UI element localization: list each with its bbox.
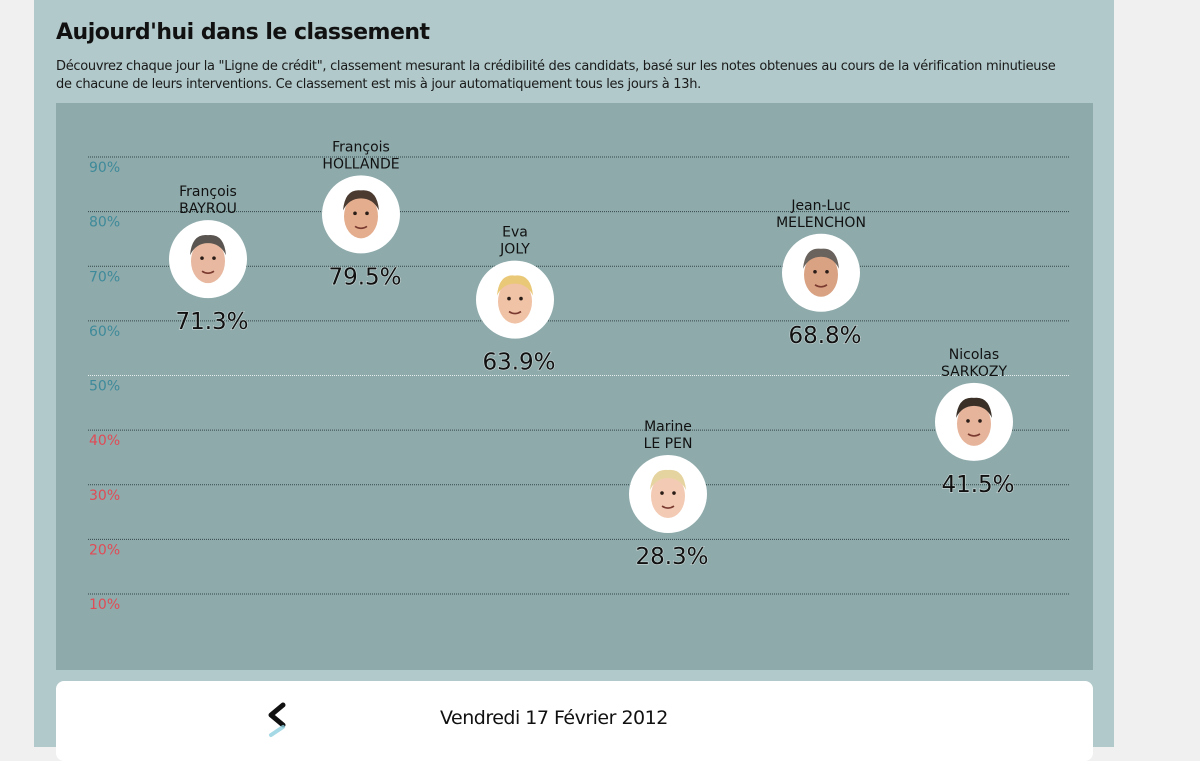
chart-canvas: 90%80%70%60%50%40%30%20%10%FrançoisBAYRO…	[88, 139, 1070, 613]
candidate-portrait-icon	[650, 469, 686, 519]
y-tick-label: 80%	[89, 215, 120, 231]
candidate-value-label: 63.9%	[482, 350, 555, 376]
y-tick-label: 60%	[89, 324, 120, 340]
candidate-first-name: François	[179, 184, 237, 200]
candidate-portrait-icon	[190, 234, 226, 284]
intro-text: Découvrez chaque jour la "Ligne de crédi…	[56, 59, 1056, 92]
y-tick-label: 40%	[89, 433, 120, 449]
candidate-value-label: 28.3%	[635, 544, 708, 570]
candidate-portrait-icon	[803, 248, 839, 297]
candidate-first-name: François	[332, 139, 390, 155]
current-date: Vendredi 17 Février 2012	[440, 707, 668, 729]
y-tick-label: 90%	[89, 160, 120, 176]
candidate-portrait-icon	[497, 275, 533, 324]
candidate-last-name: SARKOZY	[941, 364, 1007, 380]
candidate-last-name: HOLLANDE	[322, 156, 399, 172]
candidate-value-label: 79.5%	[328, 264, 401, 290]
candidate-last-name: JOLY	[499, 242, 530, 258]
candidate-portrait-icon	[343, 190, 379, 239]
date-navigation: Vendredi 17 Février 2012	[56, 681, 1093, 761]
y-tick-label: 30%	[89, 488, 120, 504]
candidate-value-label: 71.3%	[175, 309, 248, 335]
candidate-first-name: Eva	[502, 225, 528, 241]
y-tick-label: 70%	[89, 269, 120, 285]
page-title: Aujourd'hui dans le classement	[56, 20, 430, 45]
candidate-last-name: MELENCHON	[776, 215, 866, 231]
candidate-last-name: LE PEN	[644, 436, 693, 452]
candidate-first-name: Nicolas	[949, 347, 999, 363]
candidate-value-label: 68.8%	[788, 323, 861, 349]
y-tick-label: 10%	[89, 597, 120, 613]
candidate-value-label: 41.5%	[941, 472, 1014, 498]
credibility-chart: 90% 80% 70% 60% 50% 40% 30% 20% 10% François BAYRO…	[56, 103, 1093, 670]
y-tick-label: 50%	[89, 379, 120, 395]
chevron-left-icon[interactable]	[263, 699, 293, 743]
candidate-last-name: BAYROU	[179, 201, 237, 217]
candidate-first-name: Marine	[644, 419, 692, 435]
y-tick-label: 20%	[89, 542, 120, 558]
candidate-first-name: Jean-Luc	[790, 198, 850, 214]
candidate-portrait-icon	[956, 397, 992, 446]
